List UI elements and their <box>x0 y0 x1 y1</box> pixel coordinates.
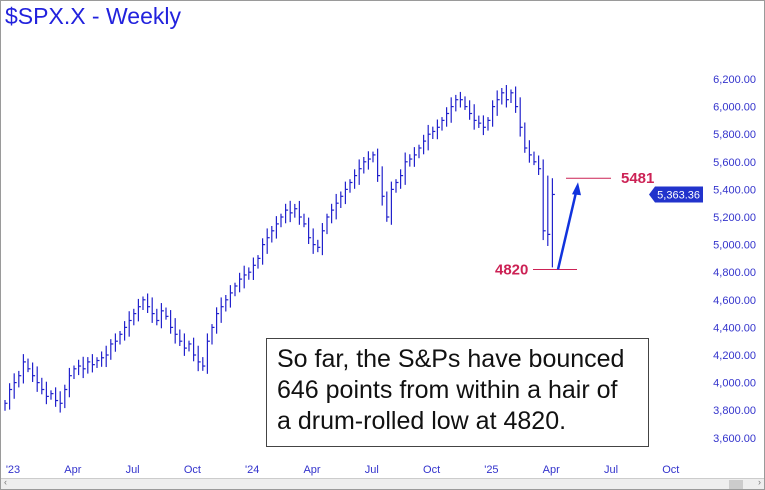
scroll-right-icon[interactable]: › <box>758 477 761 487</box>
y-tick-label: 5,000.00 <box>713 240 756 252</box>
x-tick-label: Jul <box>365 464 379 476</box>
annotation-note: So far, the S&Ps have bounced 646 points… <box>266 338 649 447</box>
y-tick-label: 5,200.00 <box>713 212 756 224</box>
x-tick-label: '23 <box>6 464 20 476</box>
x-tick-label: Apr <box>64 464 81 476</box>
y-tick-label: 6,000.00 <box>713 102 756 114</box>
y-tick-label: 3,800.00 <box>713 405 756 417</box>
ohlc-chart: 6,200.00 6,000.00 5,800.00 5,600.00 5,400.00… <box>4 74 756 476</box>
bounce-arrow <box>556 189 578 270</box>
x-tick-label: Jul <box>604 464 618 476</box>
x-tick-label: Apr <box>543 464 560 476</box>
horizontal-scrollbar[interactable]: ‹ › <box>1 477 764 489</box>
x-tick-label: Jul <box>126 464 140 476</box>
y-tick-label: 5,600.00 <box>713 157 756 169</box>
y-tick-label: 4,600.00 <box>713 295 756 307</box>
last-price-label: 5,363.36 <box>657 189 700 201</box>
low-label-4820: 4820 <box>495 261 528 278</box>
y-tick-label: 5,400.00 <box>713 184 756 196</box>
y-tick-label: 6,200.00 <box>713 74 756 86</box>
y-tick-label: 3,600.00 <box>713 433 756 445</box>
y-tick-label: 5,800.00 <box>713 129 756 141</box>
x-tick-label: '24 <box>245 464 259 476</box>
y-tick-label: 4,400.00 <box>713 322 756 334</box>
y-tick-label: 4,800.00 <box>713 267 756 279</box>
y-tick-label: 4,000.00 <box>713 378 756 390</box>
target-label-5481: 5481 <box>621 170 654 187</box>
scroll-left-icon[interactable]: ‹ <box>4 477 7 487</box>
chart-title: $SPX.X - Weekly <box>5 3 181 29</box>
y-tick-label: 4,200.00 <box>713 350 756 362</box>
x-tick-label: Oct <box>184 464 201 476</box>
scroll-thumb[interactable] <box>729 480 743 489</box>
x-tick-label: Oct <box>662 464 679 476</box>
x-tick-label: '25 <box>484 464 498 476</box>
x-tick-label: Apr <box>303 464 320 476</box>
last-price-badge <box>649 186 703 203</box>
x-tick-label: Oct <box>423 464 440 476</box>
arrow-head-icon <box>572 182 581 196</box>
